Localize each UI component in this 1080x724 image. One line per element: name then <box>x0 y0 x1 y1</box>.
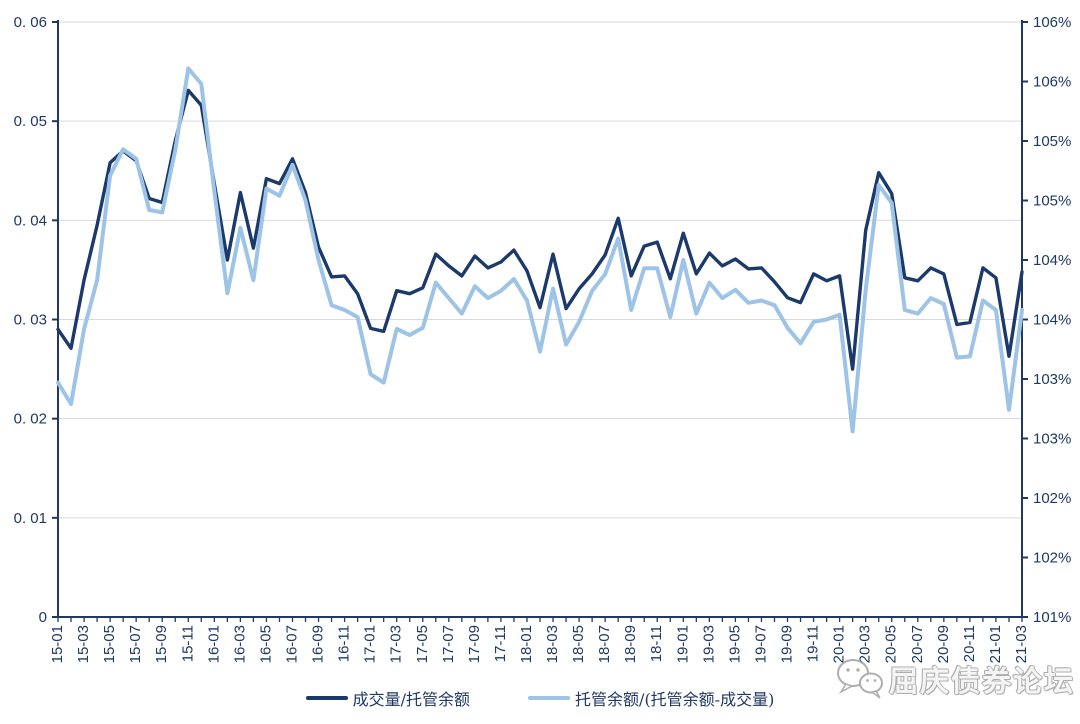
svg-text:104%: 104% <box>1033 252 1071 269</box>
svg-text:0. 06: 0. 06 <box>14 14 47 31</box>
svg-text:103%: 103% <box>1033 431 1071 448</box>
axis-ticks <box>52 21 1028 622</box>
svg-text:20-11: 20-11 <box>961 625 978 662</box>
legend-label-light: 托管余额/(托管余额-成交量) <box>575 690 775 709</box>
svg-text:20-05: 20-05 <box>883 625 900 663</box>
svg-text:18-01: 18-01 <box>518 625 535 663</box>
svg-text:19-07: 19-07 <box>752 625 769 663</box>
svg-text:18-11: 18-11 <box>648 625 665 662</box>
svg-text:17-05: 17-05 <box>414 625 431 663</box>
svg-text:17-07: 17-07 <box>440 625 457 663</box>
svg-text:0: 0 <box>39 609 47 626</box>
svg-text:19-05: 19-05 <box>726 625 743 663</box>
series <box>56 66 1024 434</box>
svg-text:19-11: 19-11 <box>805 625 822 662</box>
svg-text:0. 03: 0. 03 <box>14 312 47 329</box>
svg-text:17-01: 17-01 <box>362 625 379 663</box>
legend-item-light-series: 托管余额/(托管余额-成交量) <box>528 686 774 710</box>
svg-text:15-07: 15-07 <box>127 625 144 663</box>
svg-text:16-07: 16-07 <box>283 625 300 663</box>
legend-label-dark: 成交量/托管余额 <box>352 690 471 709</box>
svg-text:103%: 103% <box>1033 371 1071 388</box>
axis-labels: 0. 06 0. 05 0. 04 0. 03 0. 02 0. 01 0 106% 106% 1… <box>14 14 1072 663</box>
svg-text:16-01: 16-01 <box>205 625 222 663</box>
svg-text:102%: 102% <box>1033 490 1071 507</box>
svg-text:106%: 106% <box>1033 74 1071 91</box>
svg-text:16-11: 16-11 <box>336 625 353 662</box>
svg-text:16-09: 16-09 <box>310 625 327 663</box>
svg-text:15-01: 15-01 <box>49 625 66 663</box>
svg-text:0. 05: 0. 05 <box>14 113 47 130</box>
svg-text:20-03: 20-03 <box>857 625 874 663</box>
svg-text:105%: 105% <box>1033 133 1071 150</box>
chart-legend: 成交量/托管余额 托管余额/(托管余额-成交量) <box>0 686 1080 710</box>
legend-swatch-dark <box>305 696 348 700</box>
svg-text:15-03: 15-03 <box>75 625 92 663</box>
svg-text:20-09: 20-09 <box>935 625 952 663</box>
svg-text:21-01: 21-01 <box>987 625 1004 663</box>
svg-text:19-01: 19-01 <box>674 625 691 663</box>
svg-text:19-09: 19-09 <box>779 625 796 663</box>
svg-text:15-05: 15-05 <box>101 625 118 663</box>
svg-text:19-03: 19-03 <box>700 625 717 663</box>
svg-text:18-05: 18-05 <box>570 625 587 663</box>
svg-text:21-03: 21-03 <box>1013 625 1030 663</box>
svg-text:17-09: 17-09 <box>466 625 483 663</box>
svg-text:105%: 105% <box>1033 193 1071 210</box>
svg-text:104%: 104% <box>1033 312 1071 329</box>
svg-text:17-11: 17-11 <box>492 625 509 662</box>
dark-series-line <box>56 88 1024 371</box>
svg-text:0. 02: 0. 02 <box>14 411 47 428</box>
svg-text:20-01: 20-01 <box>831 625 848 663</box>
svg-text:16-03: 16-03 <box>231 625 248 663</box>
svg-text:0. 04: 0. 04 <box>14 212 47 229</box>
svg-text:102%: 102% <box>1033 550 1071 567</box>
svg-text:18-07: 18-07 <box>596 625 613 663</box>
svg-text:17-03: 17-03 <box>388 625 405 663</box>
svg-text:15-11: 15-11 <box>179 625 196 662</box>
svg-text:18-09: 18-09 <box>622 625 639 663</box>
svg-text:0. 01: 0. 01 <box>14 510 47 527</box>
svg-text:18-03: 18-03 <box>544 625 561 663</box>
legend-swatch-light <box>528 696 571 700</box>
light-series-line <box>56 66 1024 434</box>
svg-text:101%: 101% <box>1033 609 1071 626</box>
legend-item-dark-series: 成交量/托管余额 <box>305 686 471 710</box>
svg-text:20-07: 20-07 <box>909 625 926 663</box>
svg-text:106%: 106% <box>1033 14 1071 31</box>
svg-text:16-05: 16-05 <box>257 625 274 663</box>
svg-text:15-09: 15-09 <box>153 625 170 663</box>
